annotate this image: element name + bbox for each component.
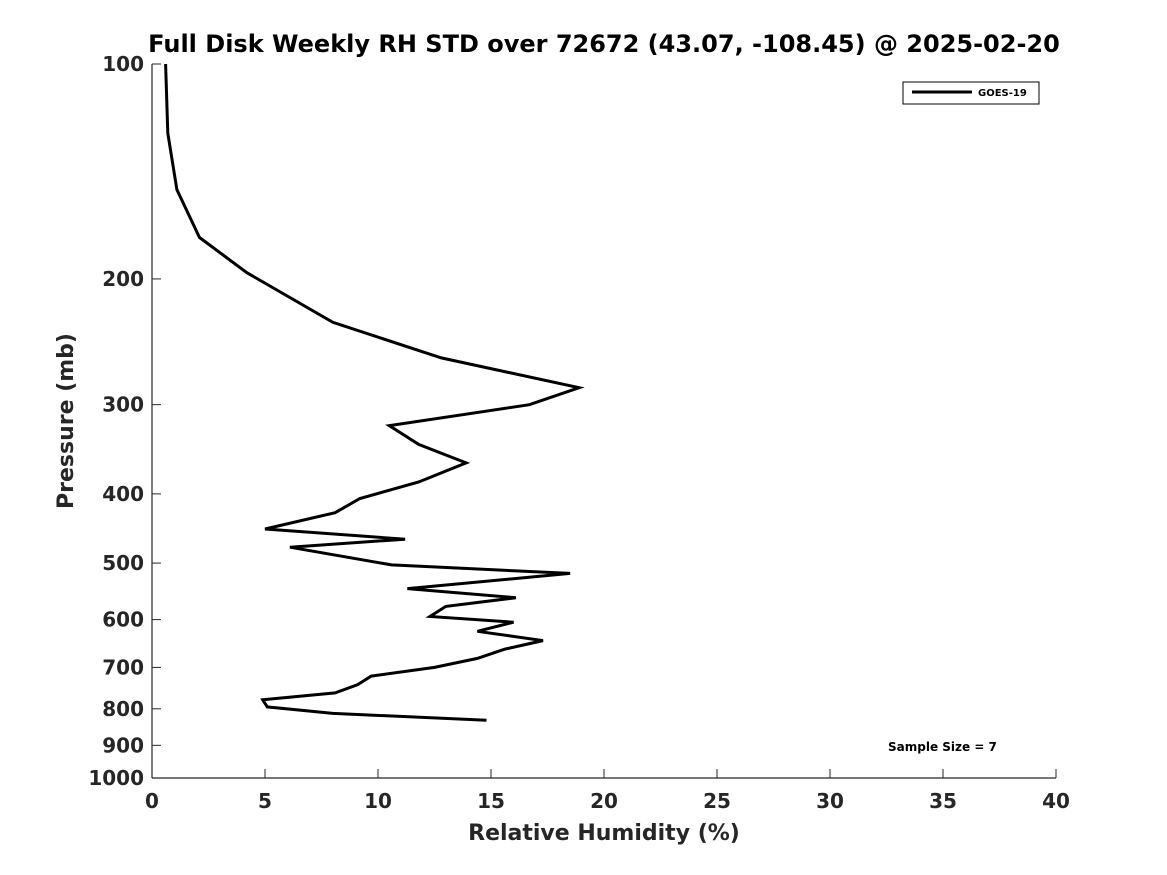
y-tick-label: 500 (102, 551, 144, 575)
y-tick-label: 400 (102, 482, 144, 506)
y-tick-label: 800 (102, 697, 144, 721)
x-tick-label: 30 (816, 789, 844, 813)
axes (151, 64, 1056, 779)
x-tick-label: 5 (258, 789, 272, 813)
x-tick-label: 25 (703, 789, 731, 813)
x-axis-label: Relative Humidity (%) (468, 821, 740, 846)
y-axis-label: Pressure (mb) (54, 333, 79, 509)
x-tick-label: 15 (477, 789, 505, 813)
x-tick-label: 0 (145, 789, 159, 813)
x-tick-label: 35 (929, 789, 957, 813)
y-tick-label: 900 (102, 733, 144, 757)
series-line-goes-19 (164, 63, 585, 722)
legend: GOES-19 (902, 81, 1040, 105)
y-tick-label: 300 (102, 393, 144, 417)
x-tick-label: 40 (1042, 789, 1070, 813)
data-series (164, 63, 585, 722)
legend-label: GOES-19 (978, 88, 1027, 99)
x-axis-ticks: 0 5 10 15 20 25 30 35 40 (145, 769, 1070, 813)
y-tick-label: 1000 (88, 766, 144, 790)
sample-size-annotation: Sample Size = 7 (888, 740, 997, 754)
x-tick-label: 20 (590, 789, 618, 813)
y-tick-label: 100 (102, 52, 144, 76)
chart-title: Full Disk Weekly RH STD over 72672 (43.0… (148, 30, 1060, 58)
y-tick-label: 600 (102, 608, 144, 632)
y-tick-label: 700 (102, 655, 144, 679)
y-axis-ticks: 100 200 300 400 500 600 700 800 900 1000 (88, 52, 161, 790)
y-tick-label: 200 (102, 267, 144, 291)
x-tick-label: 10 (364, 789, 392, 813)
